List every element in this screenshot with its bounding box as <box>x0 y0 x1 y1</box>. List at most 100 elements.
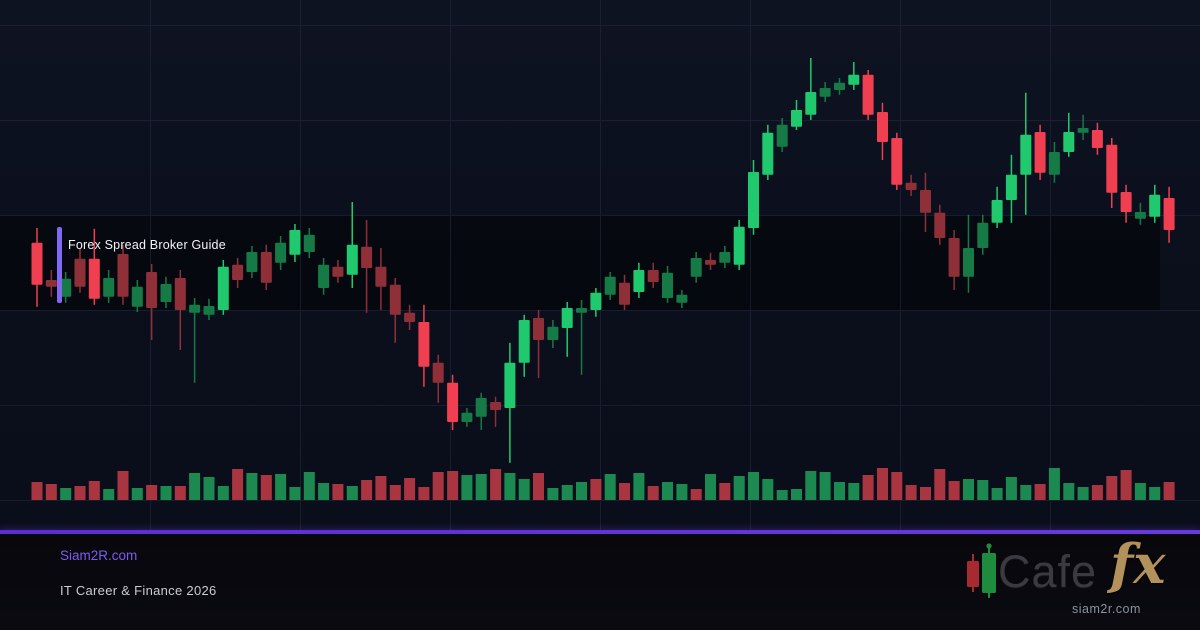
volume-bar <box>805 471 817 500</box>
candle <box>647 262 659 288</box>
volume-bar <box>1077 487 1089 500</box>
candle <box>590 288 602 317</box>
candle <box>31 228 43 307</box>
candle <box>461 408 473 427</box>
candle <box>318 258 330 295</box>
logo-text-cafe: Cafe <box>998 546 1098 597</box>
volume-bar <box>1048 468 1060 500</box>
volume-bar <box>74 486 86 500</box>
candle <box>146 264 158 340</box>
volume-bar <box>633 473 645 500</box>
volume-bar <box>447 471 459 500</box>
volume-bar <box>217 486 229 500</box>
candle <box>848 62 860 90</box>
candle <box>117 244 129 305</box>
candle <box>504 342 516 463</box>
volume-bar <box>1134 483 1146 500</box>
volume-bar <box>31 482 43 500</box>
candle <box>404 304 416 330</box>
volume-bar <box>733 476 745 500</box>
candle <box>977 214 989 255</box>
candle <box>103 270 115 303</box>
volume-bar <box>160 486 172 500</box>
logo-domain-link[interactable]: siam2r.com <box>1072 602 1141 616</box>
volume-bar <box>877 468 888 500</box>
volume-bar <box>576 482 587 500</box>
volume-bar <box>103 489 115 500</box>
candle <box>690 252 702 283</box>
volume-bar <box>834 482 845 500</box>
volume-bar <box>332 484 344 500</box>
candle <box>733 220 745 270</box>
site-link[interactable]: Siam2R.com <box>60 548 138 563</box>
candle <box>490 396 502 427</box>
volume-bar <box>662 482 673 500</box>
candle <box>203 298 215 320</box>
candle <box>275 236 287 270</box>
volume-bar <box>518 479 530 500</box>
candle <box>834 78 845 95</box>
volume-bar <box>991 488 1003 500</box>
volume-bar <box>88 481 100 500</box>
candlestick-chart <box>0 0 1200 530</box>
candle <box>905 174 917 196</box>
volume-bar <box>45 484 57 500</box>
volume-bar <box>1063 483 1075 500</box>
candle <box>303 228 315 258</box>
volume-bar <box>934 469 946 500</box>
candle <box>676 290 688 308</box>
volume-pane <box>31 468 1175 500</box>
volume-bar <box>232 469 244 500</box>
candle <box>862 70 874 120</box>
candle <box>289 224 301 262</box>
volume-bar <box>848 483 860 500</box>
volume-bar <box>891 472 903 500</box>
candle <box>160 276 172 308</box>
candle <box>518 314 530 377</box>
volume-bar <box>174 486 186 500</box>
volume-bar <box>246 473 258 500</box>
volume-bar <box>1149 487 1161 500</box>
candle <box>762 124 774 180</box>
volume-bar <box>1163 482 1175 500</box>
candle <box>88 228 100 305</box>
volume-bar <box>131 488 143 500</box>
candle <box>60 272 72 303</box>
candle <box>1020 92 1032 215</box>
volume-bar <box>318 483 330 500</box>
candle <box>633 262 645 298</box>
candle <box>619 274 630 310</box>
candle <box>576 300 587 375</box>
candle <box>45 270 57 297</box>
volume-bar <box>289 487 301 500</box>
candle <box>1163 186 1175 243</box>
volume-bar <box>346 486 358 500</box>
guide-label: Forex Spread Broker Guide <box>68 238 226 252</box>
candle <box>604 272 616 300</box>
volume-bar <box>705 474 716 500</box>
footer-divider-line <box>0 530 1200 534</box>
candle <box>1106 138 1118 208</box>
candle <box>561 302 573 357</box>
purple-accent-bar <box>57 227 62 303</box>
volume-bar <box>1005 477 1017 500</box>
candle <box>131 280 143 312</box>
volume-bar <box>475 474 487 500</box>
candle <box>1120 184 1132 223</box>
footer-tagline: IT Career & Finance 2026 <box>60 583 217 598</box>
logo-text-fx: fx <box>1110 532 1166 596</box>
candle <box>1048 142 1060 183</box>
volume-bar <box>389 485 401 500</box>
volume-bar <box>533 473 544 500</box>
cafefx-logo: Cafe fx siam2r.com <box>962 532 1187 624</box>
volume-bar <box>432 472 444 500</box>
volume-bar <box>275 474 287 500</box>
candle <box>1063 112 1075 157</box>
candle <box>1077 114 1089 140</box>
candle <box>389 278 401 343</box>
candle <box>332 260 344 283</box>
volume-bar <box>418 487 430 500</box>
price-pane <box>31 58 1175 463</box>
candle <box>361 220 373 313</box>
